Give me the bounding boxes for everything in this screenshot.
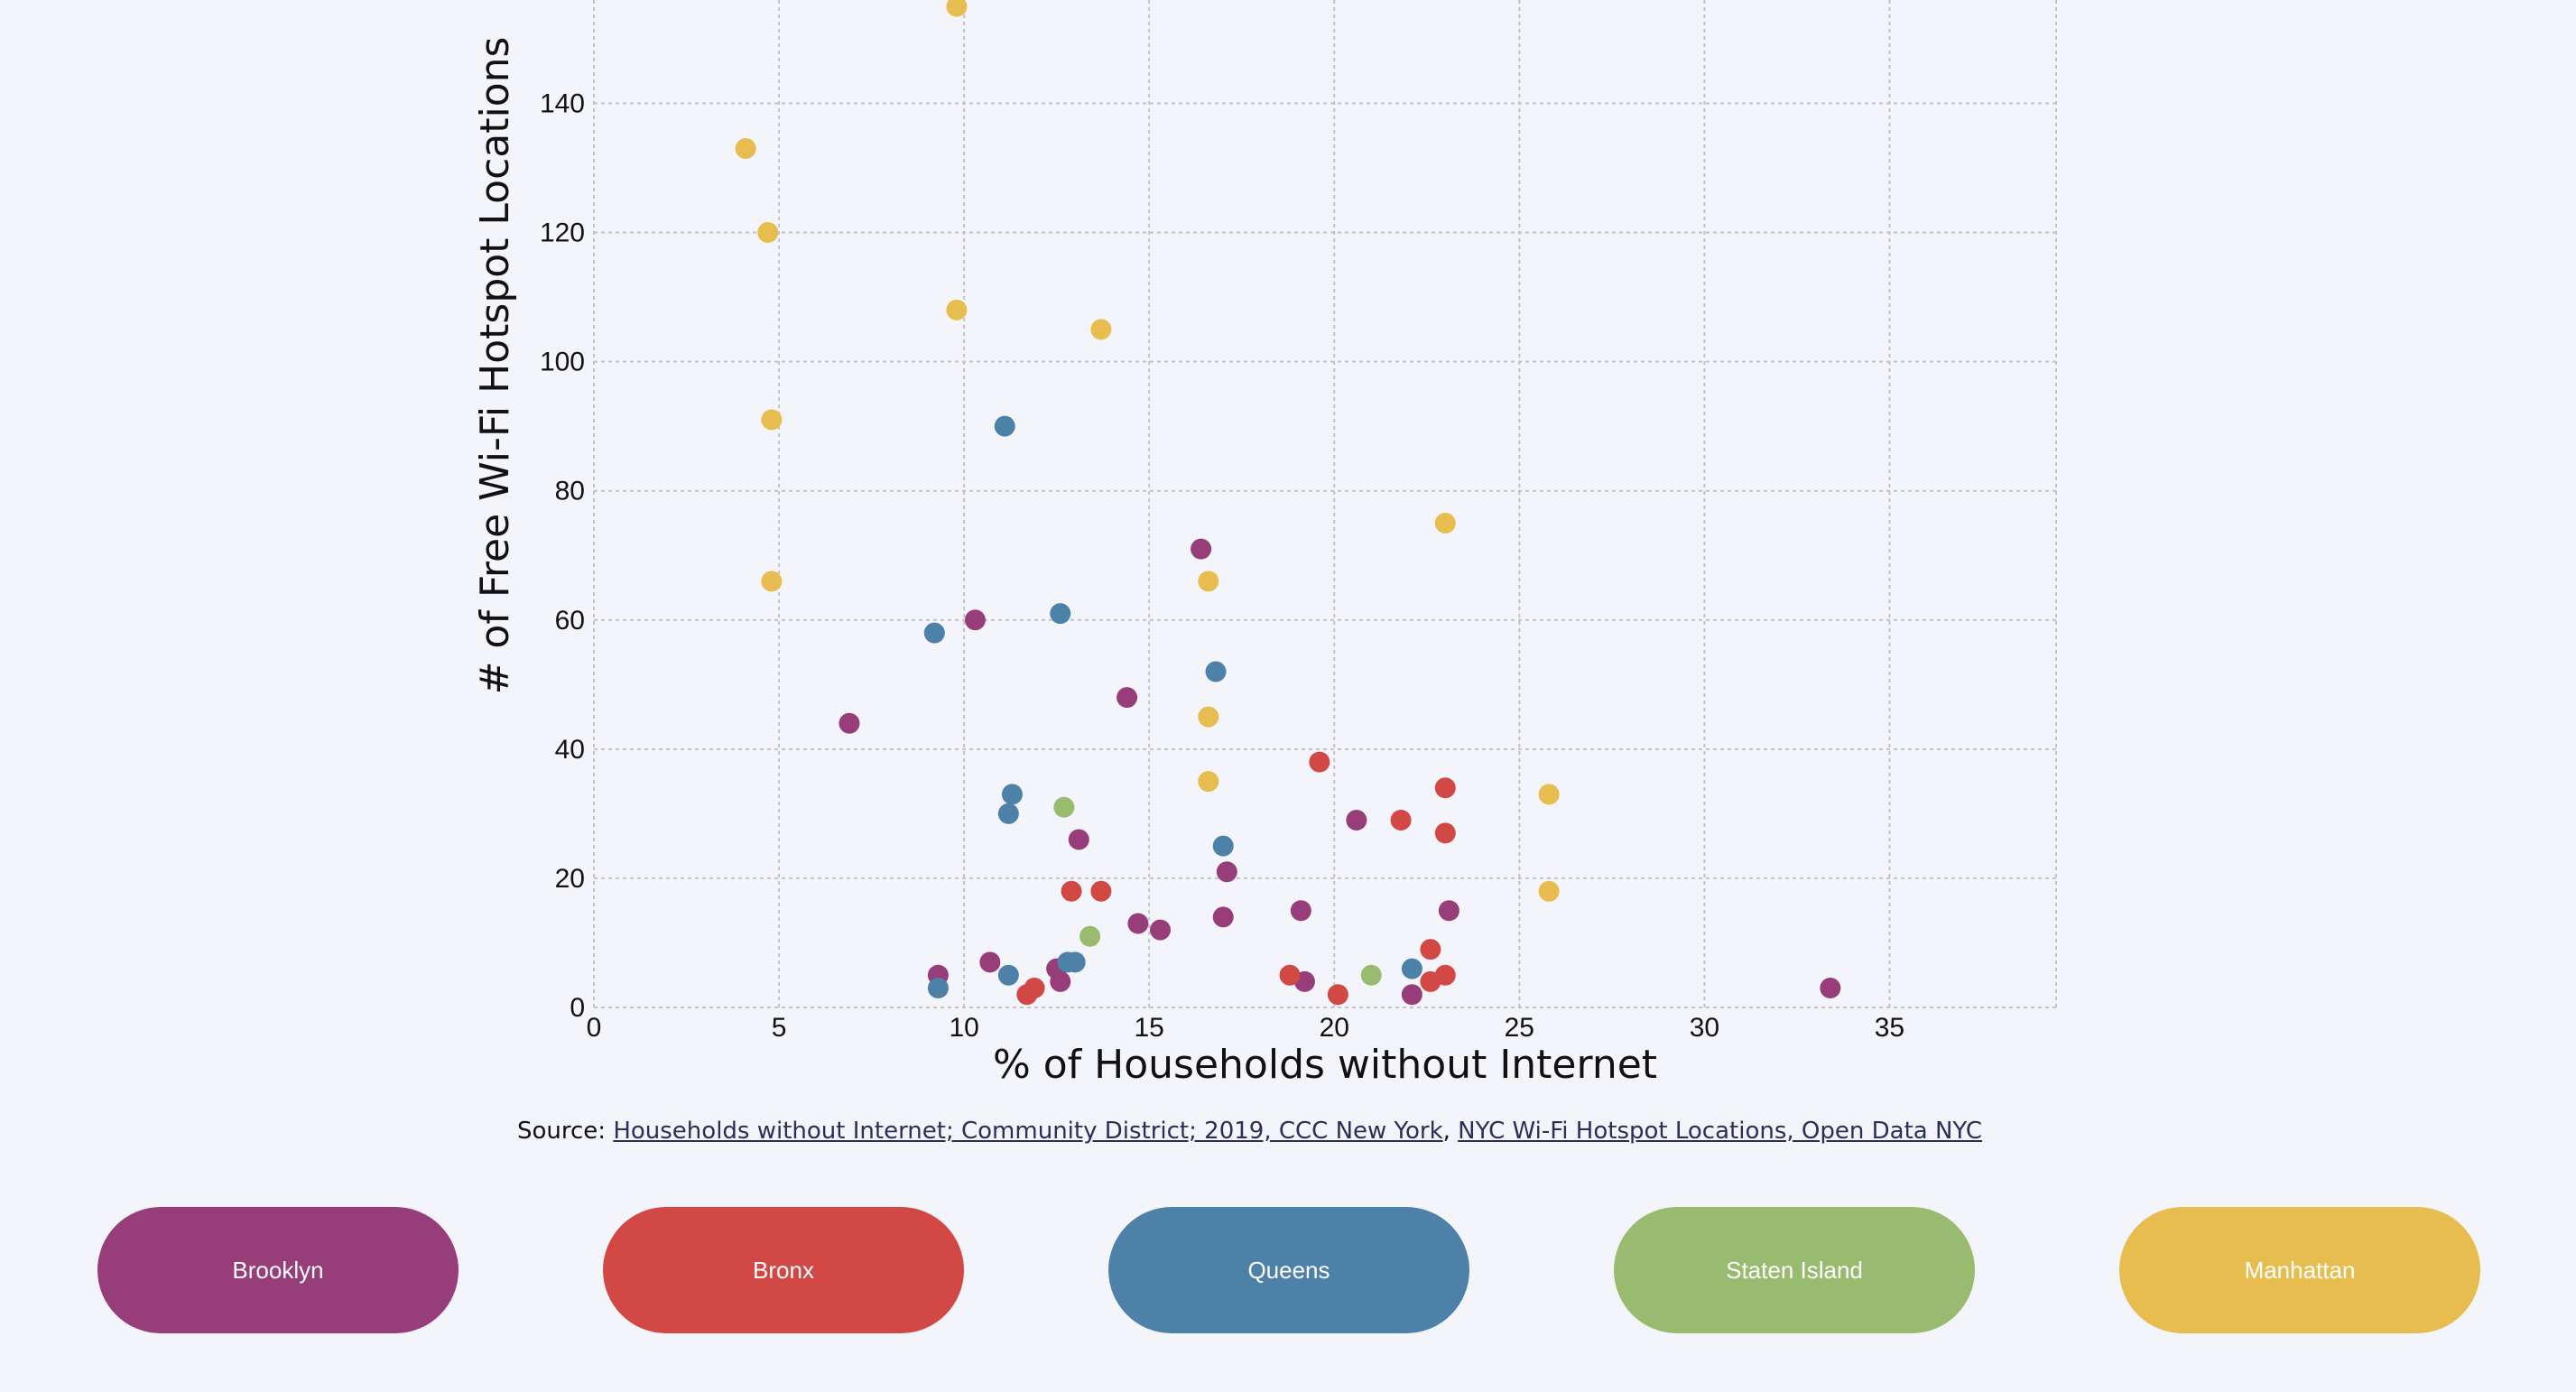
x-axis-ticks: 0 5 10 15 20 25 30 35 (587, 1013, 1904, 1043)
data-point-manhattan[interactable] (761, 571, 783, 592)
data-point-staten-island[interactable] (1080, 925, 1101, 947)
data-point-brooklyn[interactable] (1117, 687, 1138, 709)
y-axis-ticks: 0 20 40 60 80 100 120 140 (540, 88, 585, 1023)
data-point-bronx[interactable] (1024, 978, 1045, 999)
data-point-brooklyn[interactable] (1438, 900, 1459, 922)
legend-button-brooklyn[interactable]: Brooklyn (97, 1207, 459, 1333)
source-separator: , (1442, 1118, 1459, 1145)
data-point-bronx[interactable] (1061, 880, 1082, 902)
grid (593, 0, 2057, 1008)
data-point-brooklyn[interactable] (839, 712, 860, 734)
data-point-bronx[interactable] (1434, 777, 1456, 799)
data-point-brooklyn[interactable] (1127, 913, 1149, 934)
data-point-manhattan[interactable] (1198, 771, 1219, 793)
source-prefix: Source: (517, 1118, 614, 1145)
x-tick-label: 30 (1690, 1013, 1719, 1043)
data-point-queens[interactable] (927, 978, 949, 999)
data-point-manhattan[interactable] (735, 138, 756, 160)
y-tick-label: 60 (555, 606, 585, 636)
x-tick-label: 5 (772, 1013, 787, 1043)
data-point-queens[interactable] (994, 415, 1015, 437)
data-point-brooklyn[interactable] (1216, 861, 1237, 883)
data-point-manhattan[interactable] (1090, 319, 1112, 340)
data-point-bronx[interactable] (1327, 984, 1348, 1006)
data-point-queens[interactable] (923, 622, 945, 644)
data-point-manhattan[interactable] (1538, 784, 1560, 805)
data-point-queens[interactable] (997, 964, 1019, 986)
data-point-queens[interactable] (997, 803, 1019, 824)
data-point-bronx[interactable] (1434, 822, 1456, 844)
legend-button-staten-island[interactable]: Staten Island (1614, 1207, 1975, 1333)
data-point-manhattan[interactable] (757, 222, 779, 244)
x-tick-label: 25 (1505, 1013, 1534, 1043)
data-point-manhattan[interactable] (761, 409, 783, 431)
y-tick-label: 20 (555, 864, 585, 894)
y-tick-label: 140 (540, 88, 585, 118)
data-point-bronx[interactable] (1390, 810, 1412, 831)
data-point-bronx[interactable] (1279, 964, 1301, 986)
legend-button-bronx[interactable]: Bronx (603, 1207, 964, 1333)
x-tick-label: 35 (1875, 1013, 1904, 1043)
data-point-manhattan[interactable] (1198, 571, 1219, 592)
data-point-queens[interactable] (1205, 661, 1227, 682)
data-point-manhattan[interactable] (1198, 706, 1219, 728)
data-point-manhattan[interactable] (1538, 880, 1560, 902)
data-point-brooklyn[interactable] (1068, 829, 1089, 850)
data-point-bronx[interactable] (1434, 964, 1456, 986)
data-point-brooklyn[interactable] (1820, 978, 1841, 999)
x-tick-label: 15 (1135, 1013, 1164, 1043)
legend-button-manhattan[interactable]: Manhattan (2119, 1207, 2480, 1333)
data-point-manhattan[interactable] (946, 299, 968, 320)
data-point-queens[interactable] (1001, 784, 1023, 805)
y-tick-label: 40 (555, 735, 585, 765)
data-point-brooklyn[interactable] (1212, 906, 1234, 928)
data-point-queens[interactable] (1050, 603, 1071, 625)
x-tick-label: 20 (1320, 1013, 1349, 1043)
legend-button-queens[interactable]: Queens (1108, 1207, 1469, 1333)
data-point-staten-island[interactable] (1360, 964, 1382, 986)
data-point-queens[interactable] (1064, 951, 1086, 973)
data-point-bronx[interactable] (1420, 939, 1441, 960)
data-point-brooklyn[interactable] (1346, 810, 1367, 831)
x-tick-label: 10 (949, 1013, 978, 1043)
data-point-brooklyn[interactable] (1401, 984, 1422, 1006)
data-point-queens[interactable] (1401, 958, 1422, 979)
y-axis-title: # of Free Wi-Fi Hotspot Locations (472, 37, 518, 695)
data-point-bronx[interactable] (1090, 880, 1112, 902)
data-point-brooklyn[interactable] (979, 951, 1001, 973)
y-tick-label: 80 (555, 477, 585, 506)
data-point-brooklyn[interactable] (1290, 900, 1311, 922)
data-point-brooklyn[interactable] (1191, 538, 1212, 560)
y-tick-label: 0 (570, 993, 585, 1023)
data-point-bronx[interactable] (1309, 751, 1330, 773)
x-tick-label: 0 (587, 1013, 602, 1043)
data-point-manhattan[interactable] (946, 0, 968, 17)
data-points (735, 0, 1841, 1006)
y-tick-label: 100 (540, 348, 585, 377)
data-point-brooklyn[interactable] (964, 609, 986, 631)
scatter-chart: 0 5 10 15 20 25 30 35 0 20 40 60 80 100 120 140 % of H… (472, 0, 2057, 1088)
source-line: Source: Households without Internet; Com… (517, 1118, 1982, 1145)
source-link-households[interactable]: Households without Internet; Community D… (613, 1118, 1443, 1145)
x-axis-title: % of Households without Internet (993, 1042, 1657, 1088)
data-point-brooklyn[interactable] (1149, 919, 1171, 941)
data-point-queens[interactable] (1212, 835, 1234, 857)
data-point-staten-island[interactable] (1053, 796, 1075, 818)
data-point-manhattan[interactable] (1434, 512, 1456, 534)
y-tick-label: 120 (540, 218, 585, 248)
source-link-hotspots[interactable]: NYC Wi-Fi Hotspot Locations, Open Data N… (1458, 1118, 1983, 1145)
data-point-brooklyn[interactable] (1050, 970, 1071, 992)
